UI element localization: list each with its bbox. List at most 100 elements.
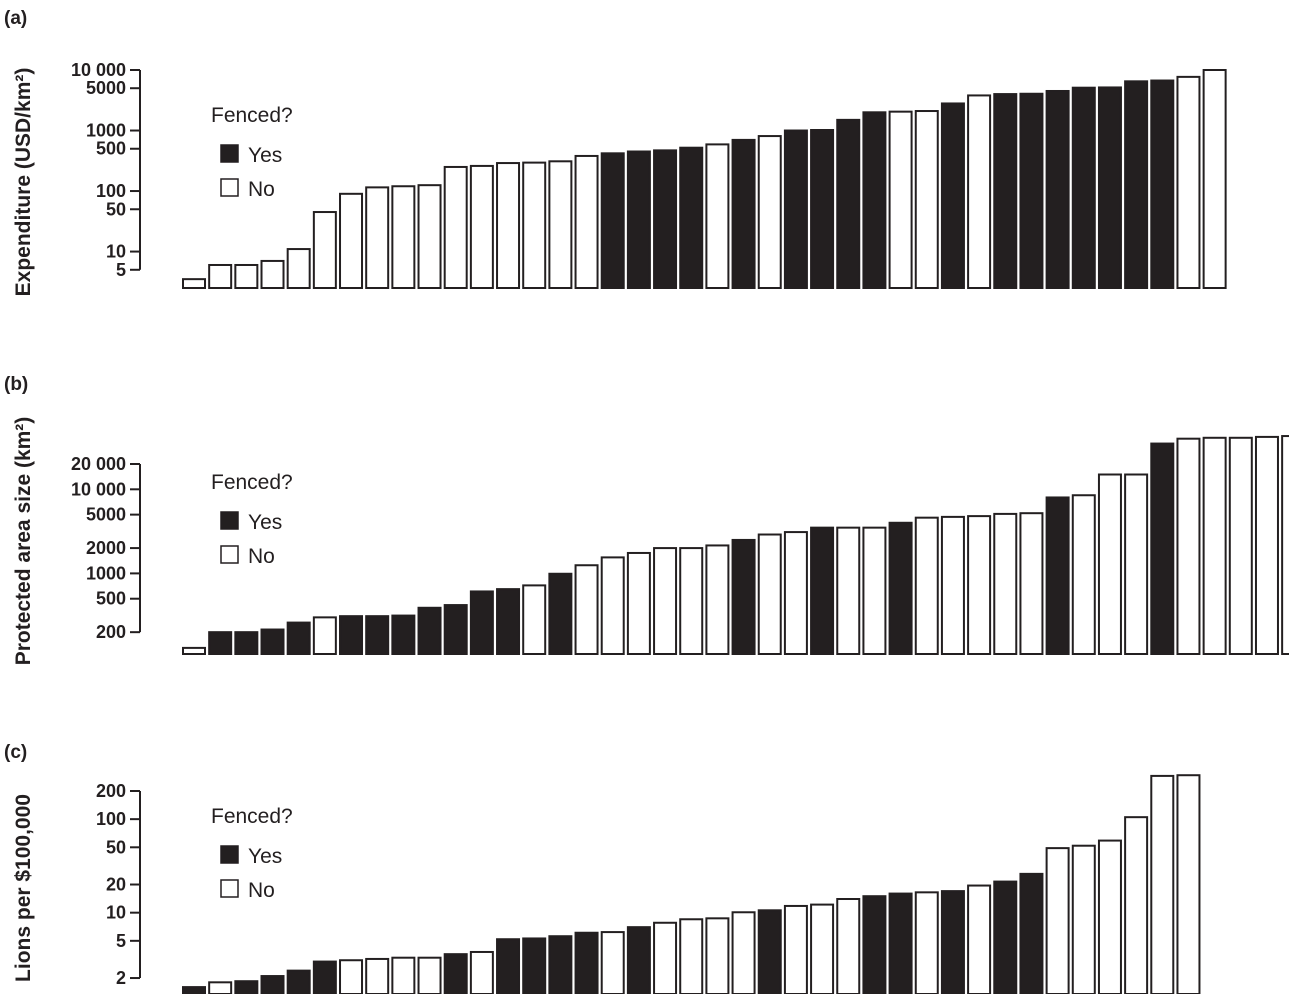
panel-a-bar: [312, 211, 337, 290]
panel-b-y-tick-label: 200: [96, 622, 126, 642]
panel-c-axis: 2 5 10 20 50 100 200: [96, 781, 141, 988]
panel-a-bar: [339, 192, 364, 289]
panel-c-bar: [234, 980, 259, 994]
panel-a-bar: [522, 161, 547, 289]
panel-c-legend: Fenced? Yes No: [211, 805, 293, 902]
panel-c-bar: [967, 884, 992, 994]
panel-a-bar: [679, 146, 704, 289]
panel-c-y-tick-label: 2: [116, 968, 126, 988]
panel-a-bar: [862, 111, 887, 289]
panel-c-bar: [339, 959, 364, 994]
panel-a-bar: [391, 185, 416, 289]
panel-a-bar: [914, 110, 939, 289]
panel-a-y-tick-label: 10: [106, 242, 126, 262]
panel-b-legend-no-label: No: [248, 545, 275, 568]
panel-a-bar: [1150, 79, 1175, 290]
panel-c-bar: [260, 975, 285, 994]
panel-b-bar: [705, 544, 730, 656]
panel-c-y-tick-label: 100: [96, 809, 126, 829]
panel-a-legend-no-label: No: [248, 178, 275, 201]
panel-b-bar: [312, 616, 337, 655]
panel-c-bar: [391, 956, 416, 994]
panel-b-y-tick-label: 10 000: [71, 479, 126, 499]
panel-c-bar: [208, 981, 233, 994]
panel-a-y-tick-label: 5: [116, 260, 126, 280]
panel-a-legend-yes-swatch: [220, 144, 239, 163]
panel-a-bar: [365, 186, 390, 289]
panel-c-y-tick-label: 20: [106, 875, 126, 895]
panel-b-y-tick-label: 2000: [86, 538, 126, 558]
panel-c-bar: [600, 931, 625, 994]
panel-b-bar: [469, 590, 494, 656]
panel-b-bar: [888, 521, 913, 655]
panel-b-bar: [1281, 435, 1289, 655]
panel-b-bar: [993, 512, 1018, 655]
panel-a-bar: [783, 129, 808, 289]
panel-b-bar: [522, 584, 547, 655]
panel-a-bar: [182, 278, 206, 289]
panel-c-bar: [1124, 816, 1149, 994]
panel-b-y-tick-label: 20 000: [71, 454, 126, 474]
panel-a-y-tick-label: 10 000: [71, 60, 126, 80]
panel-a-y-tick-label: 50: [106, 199, 126, 219]
panel-c-legend-yes-swatch: [220, 845, 239, 864]
panel-b-bar: [417, 606, 442, 656]
panel-a-bar: [1019, 92, 1044, 289]
panel-c-bar: [522, 937, 547, 994]
panel-c-bar: [574, 931, 599, 994]
panel-a-bar: [443, 165, 468, 289]
panel-c-bar: [1176, 774, 1201, 994]
panel-b-bar: [391, 614, 416, 655]
panel-c-bar: [286, 969, 311, 994]
panel-a-legend-no-swatch: [220, 178, 239, 197]
panel-c-bar: [496, 938, 521, 994]
panel-a-bar: [574, 154, 599, 289]
panel-b-bar: [1202, 436, 1227, 656]
panel-c-bar: [757, 909, 782, 994]
panel-c-bar: [810, 903, 835, 994]
panel-a-bar: [940, 102, 965, 289]
panel-a-bar: [993, 93, 1018, 289]
panel-c-bar: [312, 960, 337, 994]
panel-c-bar: [888, 892, 913, 994]
panel-b-bar: [914, 516, 939, 655]
panel-c-y-axis-label: Lions per $100,000: [12, 794, 35, 982]
panel-a-bar: [888, 110, 913, 289]
panel-c-y-tick-label: 50: [106, 837, 126, 857]
panel-a-bar: [469, 164, 494, 289]
panel-c-bar: [469, 950, 494, 994]
panel-a-bar: [496, 162, 521, 290]
panel-b-bar: [862, 526, 887, 656]
panel-b-bar: [1254, 435, 1279, 656]
panel-b-bar: [679, 547, 704, 655]
panel-b-bar: [548, 572, 573, 655]
panel-b-bar: [967, 515, 992, 655]
panel-b-bar: [1019, 512, 1044, 655]
panel-c-bar: [365, 957, 390, 994]
panel-b-bar: [339, 615, 364, 655]
panel-b-bar: [286, 621, 311, 655]
panel-b-area-size: (b) Protected area size (km²) 200 500 1000…: [4, 374, 1289, 665]
panel-a-bar: [810, 129, 835, 289]
panel-c-bar: [1045, 847, 1070, 994]
panel-b-bar: [626, 551, 651, 656]
panel-a-legend-title: Fenced?: [211, 104, 293, 127]
panel-b-bar: [496, 588, 521, 656]
panel-a-bar: [1202, 69, 1227, 289]
panel-c-legend-title: Fenced?: [211, 805, 293, 828]
panel-c-bar: [940, 890, 965, 994]
panel-c-bar: [862, 895, 887, 994]
panel-c-bar: [443, 953, 468, 994]
panel-b-bar: [1071, 494, 1096, 655]
panel-c-bar: [548, 935, 573, 994]
panel-b-bar: [757, 533, 782, 655]
panel-b-y-tick-label: 1000: [86, 563, 126, 583]
panel-b-bar: [365, 615, 390, 655]
panel-b-label: (b): [4, 374, 28, 395]
panel-b-legend-yes-swatch: [220, 511, 239, 530]
panel-a-y-axis-label: Expenditure (USD/km²): [12, 68, 35, 297]
panel-c-bar: [417, 956, 442, 994]
panel-c-bar: [1097, 839, 1122, 994]
panel-b-y-tick-label: 500: [96, 589, 126, 609]
panel-a-bar: [1124, 80, 1149, 289]
